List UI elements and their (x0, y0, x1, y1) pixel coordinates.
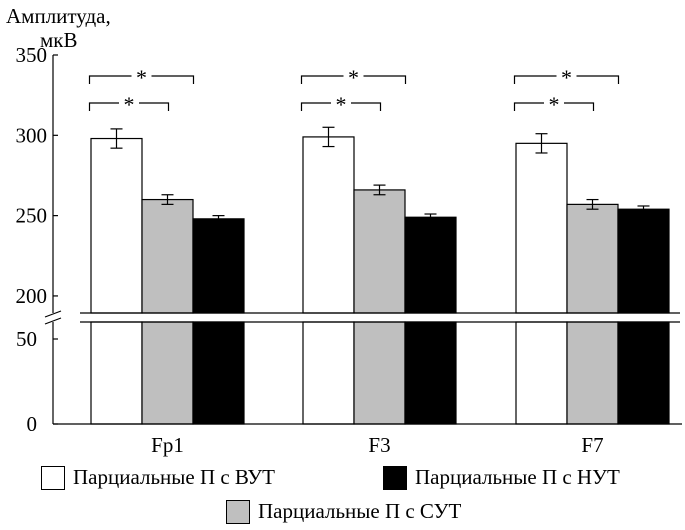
bar-fp1-s2-lower (141, 321, 194, 425)
bar-f7-s3-lower (617, 321, 670, 425)
significance-fp1-long-bracket (88, 75, 195, 84)
bar-f7-s1-upper (515, 142, 568, 314)
axis-break-mark-top (44, 310, 62, 318)
legend-label-vut: Парциальные П с ВУТ (73, 465, 275, 489)
y-tick-label-0: 0 (27, 412, 38, 436)
legend-item-nut: Парциальные П с НУТ (383, 465, 620, 490)
legend-swatch-vut (41, 465, 65, 490)
legend-label-nut: Парциальные П с НУТ (415, 465, 620, 489)
y-tick-label-200: 200 (16, 284, 48, 308)
legend-item-vut: Парциальные П с ВУТ (41, 465, 275, 490)
bar-f3-s2-upper (353, 189, 406, 314)
x-tick-label-f7: F7 (581, 433, 603, 457)
legend-swatch-nut (383, 465, 407, 490)
bar-f3-s3-upper (404, 216, 457, 314)
legend-label-sut: Парциальные П с СУТ (258, 499, 462, 523)
significance-f3-long-star: * (348, 65, 359, 90)
bar-fp1-s2-upper (141, 198, 194, 314)
significance-f7-long-bracket (513, 75, 620, 84)
bar-fp1-s3-lower (192, 321, 245, 425)
axis-break-gap (49, 314, 685, 321)
significance-f7-short-star: * (549, 92, 560, 117)
x-tick-label-f3: F3 (368, 433, 390, 457)
axis-break-mark-bottom (44, 317, 62, 325)
y-tick-label-250: 250 (16, 204, 48, 228)
legend-item-sut: Парциальные П с СУТ (226, 499, 461, 524)
bar-f7-s2-upper (566, 203, 619, 314)
bar-f7-s3-upper (617, 208, 670, 314)
bar-fp1-s3-upper (192, 218, 245, 314)
legend-swatch-sut (226, 499, 250, 524)
y-tick-label-300: 300 (16, 123, 48, 147)
x-tick-label-fp1: Fp1 (151, 433, 184, 457)
significance-fp1-short-bracket (88, 102, 170, 111)
significance-f3-long-bracket (300, 75, 407, 84)
significance-f7-long-star: * (561, 65, 572, 90)
y-axis-unit: мкВ (40, 28, 78, 52)
bar-f3-s3-lower (404, 321, 457, 425)
significance-fp1-long-star: * (136, 65, 147, 90)
bar-f7-s1-lower (515, 321, 568, 425)
bar-fp1-s1-lower (90, 321, 143, 425)
y-axis-title: Амплитуда, (6, 4, 111, 28)
y-tick-label-50: 50 (16, 327, 37, 351)
bar-f7-s2-lower (566, 321, 619, 425)
y-tick-label-350: 350 (16, 43, 48, 67)
significance-fp1-short-star: * (124, 92, 135, 117)
bar-f3-s2-lower (353, 321, 406, 425)
bar-f3-s1-upper (302, 136, 355, 314)
significance-f7-short-bracket (513, 102, 595, 111)
significance-f3-short-bracket (300, 102, 382, 111)
bar-f3-s1-lower (302, 321, 355, 425)
bar-fp1-s1-upper (90, 137, 143, 314)
significance-f3-short-star: * (336, 92, 347, 117)
